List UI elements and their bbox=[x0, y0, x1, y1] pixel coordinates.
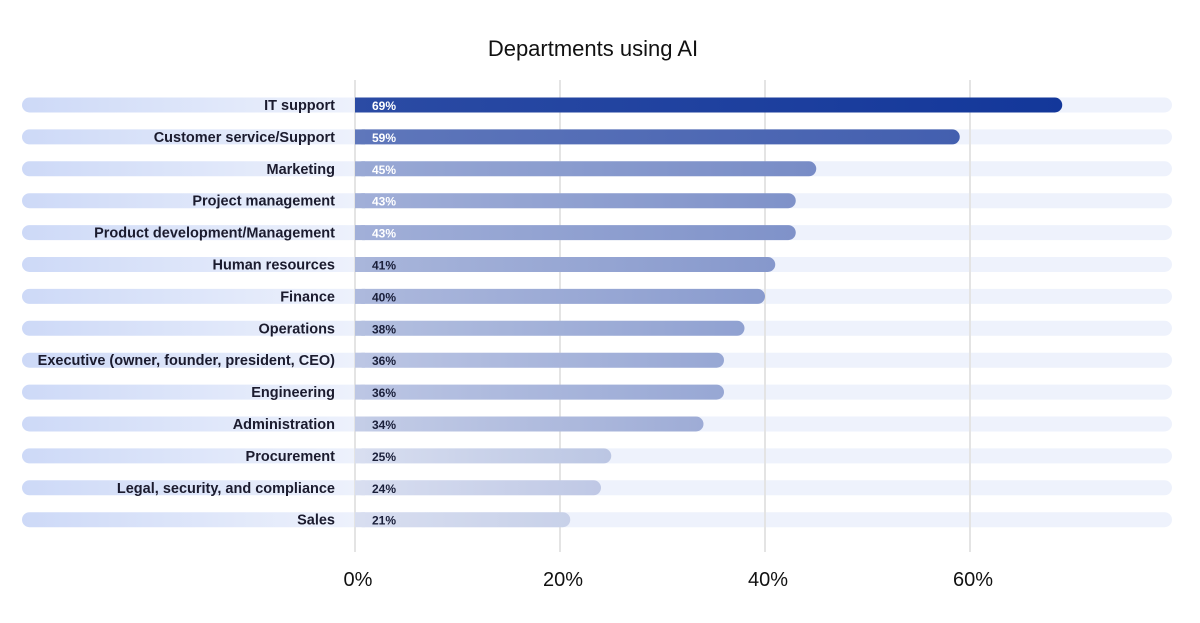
bar bbox=[355, 193, 796, 209]
category-label: Legal, security, and compliance bbox=[117, 481, 335, 497]
bar-left-edge bbox=[355, 512, 365, 528]
chart-title: Departments using AI bbox=[488, 36, 698, 61]
category-label: IT support bbox=[264, 98, 335, 114]
label-track bbox=[22, 512, 363, 528]
bar-left-edge bbox=[355, 225, 365, 241]
category-label: Customer service/Support bbox=[154, 130, 335, 146]
label-track bbox=[22, 193, 363, 209]
bar bbox=[355, 352, 724, 368]
label-track bbox=[22, 480, 363, 496]
data-label: 43% bbox=[372, 227, 396, 241]
bar-left-edge bbox=[355, 448, 365, 464]
bar bbox=[355, 416, 704, 432]
bar bbox=[355, 129, 960, 145]
label-track bbox=[22, 320, 363, 336]
data-label: 36% bbox=[372, 354, 396, 368]
bar-left-edge bbox=[355, 97, 365, 113]
bar bbox=[355, 448, 612, 464]
tick-label: 40% bbox=[748, 569, 788, 591]
category-label: Engineering bbox=[251, 385, 335, 401]
data-label: 45% bbox=[372, 163, 396, 177]
tick-label: 60% bbox=[953, 569, 993, 591]
data-label: 40% bbox=[372, 290, 396, 304]
bar-left-edge bbox=[355, 384, 365, 400]
bar bbox=[355, 320, 745, 336]
category-label: Operations bbox=[258, 321, 335, 337]
bar-left-edge bbox=[355, 480, 365, 496]
bar bbox=[355, 384, 724, 400]
label-track bbox=[22, 384, 363, 400]
label-track bbox=[22, 416, 363, 432]
label-track bbox=[22, 288, 363, 304]
label-track bbox=[22, 448, 363, 464]
data-label: 43% bbox=[372, 195, 396, 209]
tick-label: 20% bbox=[543, 569, 583, 591]
bar-left-edge bbox=[355, 129, 365, 145]
label-track bbox=[22, 129, 363, 145]
data-label: 59% bbox=[372, 131, 396, 145]
bar-left-edge bbox=[355, 193, 365, 209]
bar-left-edge bbox=[355, 257, 365, 272]
data-label: 36% bbox=[372, 386, 396, 400]
category-label: Procurement bbox=[246, 449, 336, 465]
data-label: 41% bbox=[372, 259, 396, 273]
label-track bbox=[22, 352, 363, 368]
bar-left-edge bbox=[355, 352, 365, 368]
data-label: 69% bbox=[372, 99, 396, 113]
category-label: Administration bbox=[233, 417, 335, 433]
bar bbox=[355, 512, 571, 528]
data-label: 38% bbox=[372, 322, 396, 336]
label-track bbox=[22, 225, 363, 241]
category-label: Product development/Management bbox=[94, 226, 335, 242]
label-track bbox=[22, 97, 363, 113]
data-label: 25% bbox=[372, 450, 396, 464]
category-label: Marketing bbox=[267, 162, 336, 178]
label-track bbox=[22, 161, 363, 177]
bar-left-edge bbox=[355, 320, 365, 336]
data-label: 34% bbox=[372, 418, 396, 432]
bar bbox=[355, 480, 601, 496]
bar bbox=[355, 161, 817, 177]
category-label: Executive (owner, founder, president, CE… bbox=[38, 353, 335, 369]
bar bbox=[355, 257, 776, 272]
category-label: Sales bbox=[297, 513, 335, 529]
bar-left-edge bbox=[355, 416, 365, 432]
category-label: Finance bbox=[280, 289, 335, 305]
tick-label: 0% bbox=[344, 569, 373, 591]
category-label: Project management bbox=[192, 194, 335, 210]
bar bbox=[355, 288, 765, 304]
category-label: Human resources bbox=[213, 258, 336, 274]
bar-left-edge bbox=[355, 288, 365, 304]
data-label: 24% bbox=[372, 482, 396, 496]
bar-left-edge bbox=[355, 161, 365, 177]
bar bbox=[355, 225, 796, 241]
label-track bbox=[22, 257, 363, 272]
data-label: 21% bbox=[372, 514, 396, 528]
bar bbox=[355, 97, 1063, 113]
